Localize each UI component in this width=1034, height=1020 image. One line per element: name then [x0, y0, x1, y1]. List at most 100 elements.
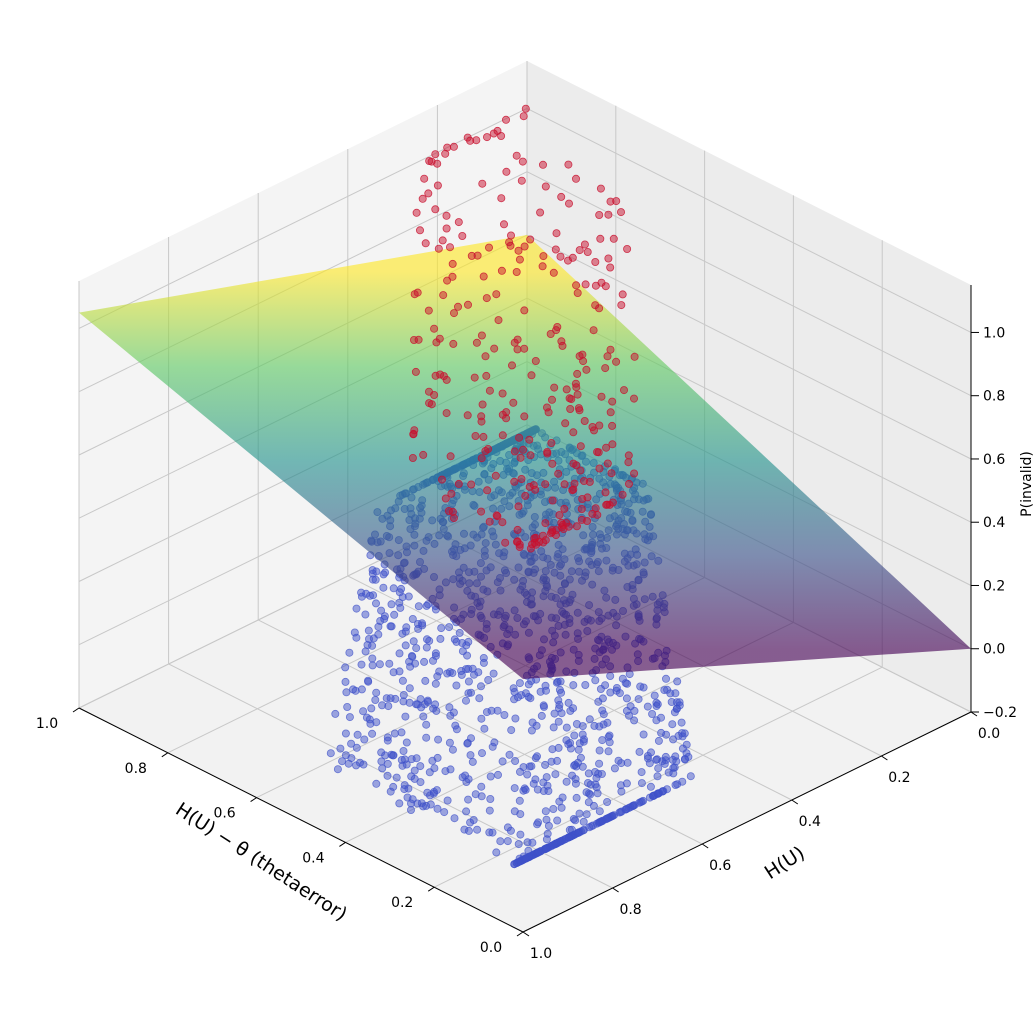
- valid-point: [419, 802, 428, 811]
- valid-point: [464, 664, 473, 673]
- valid-point: [457, 667, 466, 676]
- valid-point: [331, 709, 340, 718]
- valid-point: [489, 669, 498, 678]
- x-tick-mark: [339, 841, 346, 847]
- invalid-point: [519, 112, 528, 121]
- invalid-point: [566, 404, 575, 413]
- valid-point: [422, 720, 431, 729]
- invalid-point: [413, 288, 422, 297]
- valid-point: [445, 738, 454, 747]
- invalid-point: [418, 194, 427, 203]
- invalid-point: [583, 247, 592, 256]
- valid-point: [663, 785, 672, 794]
- invalid-point: [444, 506, 453, 515]
- valid-point: [389, 584, 398, 593]
- valid-point: [510, 807, 519, 816]
- valid-point: [541, 807, 550, 816]
- valid-point: [595, 807, 604, 816]
- valid-point: [654, 764, 663, 773]
- valid-point: [352, 633, 361, 642]
- invalid-point: [437, 475, 446, 484]
- invalid-point: [573, 369, 582, 378]
- invalid-point: [501, 538, 510, 547]
- invalid-point: [595, 464, 604, 473]
- invalid-point: [449, 339, 458, 348]
- valid-point: [582, 788, 591, 797]
- valid-point: [534, 818, 543, 827]
- invalid-point: [618, 490, 627, 499]
- invalid-point: [430, 324, 439, 333]
- invalid-point: [548, 459, 557, 468]
- invalid-point: [517, 474, 526, 483]
- valid-point: [368, 729, 377, 738]
- valid-point: [451, 721, 460, 730]
- valid-point: [639, 730, 648, 739]
- valid-point: [401, 641, 410, 650]
- z-tick-label: 0.2: [983, 579, 1005, 595]
- invalid-point: [434, 244, 443, 253]
- invalid-point: [477, 507, 486, 516]
- valid-point: [422, 635, 431, 644]
- invalid-point: [484, 243, 493, 252]
- invalid-point: [482, 133, 491, 142]
- valid-point: [364, 626, 373, 635]
- valid-point: [543, 829, 552, 838]
- invalid-point: [478, 400, 487, 409]
- valid-point: [485, 828, 494, 837]
- valid-point: [431, 679, 440, 688]
- invalid-point: [491, 471, 500, 480]
- valid-point: [486, 772, 495, 781]
- invalid-point: [530, 534, 539, 543]
- valid-point: [351, 686, 360, 695]
- valid-point: [477, 749, 486, 758]
- valid-point: [395, 649, 404, 658]
- invalid-point: [565, 199, 574, 208]
- invalid-point: [502, 408, 511, 417]
- valid-point: [474, 668, 483, 677]
- valid-point: [384, 702, 393, 711]
- invalid-point: [447, 489, 456, 498]
- invalid-point: [608, 421, 617, 430]
- invalid-point: [557, 192, 566, 201]
- valid-point: [599, 710, 608, 719]
- valid-point: [473, 825, 482, 834]
- invalid-point: [595, 210, 604, 219]
- valid-point: [671, 752, 680, 761]
- valid-point: [672, 698, 681, 707]
- invalid-point: [408, 453, 417, 462]
- valid-point: [517, 691, 526, 700]
- valid-point: [490, 738, 499, 747]
- valid-point: [343, 703, 352, 712]
- valid-point: [637, 768, 646, 777]
- x-tick-mark: [250, 797, 257, 803]
- z-tick-label: 0.0: [983, 642, 1005, 658]
- valid-point: [398, 761, 407, 770]
- valid-point: [603, 798, 612, 807]
- valid-point: [498, 757, 507, 766]
- y-tick-mark: [701, 843, 709, 849]
- valid-point: [347, 754, 356, 763]
- valid-point: [629, 801, 638, 810]
- valid-point: [594, 769, 603, 778]
- valid-point: [446, 711, 455, 720]
- invalid-point: [572, 281, 581, 290]
- invalid-point: [441, 494, 450, 503]
- invalid-point: [594, 448, 603, 457]
- valid-point: [617, 759, 626, 768]
- invalid-point: [617, 301, 626, 310]
- invalid-point: [612, 357, 621, 366]
- valid-point: [625, 711, 634, 720]
- invalid-point: [411, 367, 420, 376]
- invalid-point: [574, 404, 583, 413]
- valid-point: [368, 654, 377, 663]
- valid-point: [557, 803, 566, 812]
- invalid-point: [606, 345, 615, 354]
- invalid-point: [604, 254, 613, 263]
- invalid-point: [431, 205, 440, 214]
- valid-point: [471, 790, 480, 799]
- invalid-point: [536, 208, 545, 217]
- invalid-point: [448, 259, 457, 268]
- valid-point: [542, 815, 551, 824]
- invalid-point: [427, 400, 436, 409]
- valid-point: [422, 733, 431, 742]
